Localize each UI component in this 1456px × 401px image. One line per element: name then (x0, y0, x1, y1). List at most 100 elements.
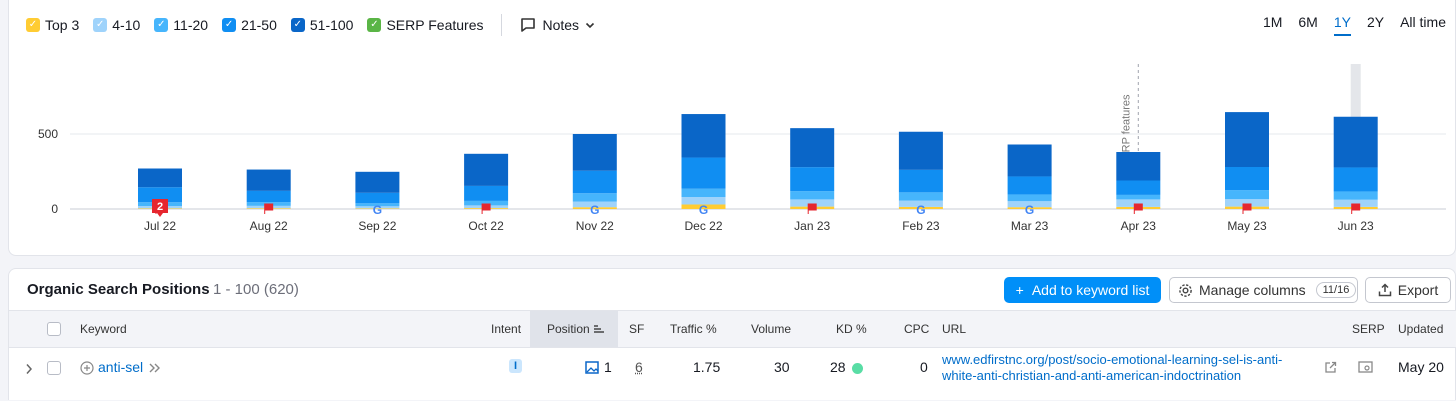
select-all-checkbox[interactable] (47, 322, 61, 336)
manage-columns-button[interactable]: Manage columns 11/16 (1169, 277, 1358, 303)
sort-icon[interactable] (593, 324, 605, 334)
col-keyword[interactable]: Keyword (80, 322, 127, 336)
bar-segment (898, 200, 943, 207)
range-6m[interactable]: 6M (1298, 14, 1318, 30)
google-update-marker: G (916, 203, 925, 217)
x-tick-label: Oct 22 (468, 219, 504, 233)
bar-segment (246, 190, 291, 203)
bar-segment (246, 169, 291, 191)
bar-segment (898, 131, 943, 170)
traffic-value: 1.75 (693, 359, 721, 375)
row-checkbox[interactable] (47, 361, 61, 375)
x-tick-label: May 23 (1227, 219, 1267, 233)
google-update-marker: G (590, 203, 599, 217)
x-tick-label: Feb 23 (902, 219, 940, 233)
col-serp[interactable]: SERP (1352, 322, 1385, 336)
bar-segment (464, 185, 509, 201)
position-column-highlight (530, 311, 618, 347)
legend-top3[interactable]: ✓ Top 3 (26, 17, 79, 33)
add-to-keyword-list-button[interactable]: + Add to keyword list (1004, 277, 1161, 303)
legend-4-10[interactable]: ✓ 4-10 (93, 17, 140, 33)
bar-segment (464, 153, 509, 186)
intent-badge: I (509, 359, 523, 373)
bar-segment (355, 192, 400, 204)
legend-51-100[interactable]: ✓ 51-100 (290, 17, 353, 33)
url-link[interactable]: www.edfirstnc.org/post/socio-emotional-l… (942, 352, 1283, 383)
x-tick-label: Sep 22 (358, 219, 396, 233)
range-all-time[interactable]: All time (1400, 14, 1446, 30)
bar-segment (1333, 167, 1378, 192)
x-tick-label: Aug 22 (250, 219, 288, 233)
col-traffic[interactable]: Traffic % (670, 322, 717, 336)
note-count-badge (152, 199, 168, 217)
bar-segment (1116, 152, 1161, 181)
bar-segment (1007, 176, 1052, 195)
checkbox-icon: ✓ (154, 18, 169, 32)
positions-bar-chart: 0 500 SERP features Jul 22 Aug 22 Sep 22 G Oct … (38, 64, 1446, 233)
volume-value: 30 (774, 359, 790, 375)
google-update-marker: G (1025, 203, 1034, 217)
legend-serp-features[interactable]: ✓ SERP Features (367, 17, 483, 33)
note-count-text: 2 (157, 201, 163, 213)
table-range: 1 - 100 (620) (213, 281, 299, 298)
bar-segment (355, 203, 400, 207)
sf-value[interactable]: 6 (635, 359, 643, 375)
col-position[interactable]: Position (547, 322, 590, 336)
bar-segment (898, 169, 943, 193)
col-updated[interactable]: Updated (1398, 322, 1444, 336)
cpc-value: 0 (920, 359, 928, 375)
annotation-label: SERP features (1120, 94, 1132, 167)
checkbox-icon: ✓ (367, 18, 382, 32)
add-circle-icon[interactable] (80, 361, 94, 375)
bar-segment (681, 197, 726, 205)
col-intent[interactable]: Intent (491, 322, 522, 336)
bar-segment (1007, 194, 1052, 202)
position-value: 1 (604, 359, 612, 375)
date-range-selector: 1M 6M 1Y 2Y All time (1263, 14, 1446, 36)
checkbox-icon: ✓ (93, 18, 108, 32)
col-sf[interactable]: SF (629, 322, 645, 336)
table-title: Organic Search Positions (27, 281, 210, 298)
bar-segment (138, 168, 182, 188)
x-tick-label: Nov 22 (576, 219, 614, 233)
bar-segment (1007, 207, 1052, 209)
legend-21-50[interactable]: ✓ 21-50 (222, 17, 277, 33)
bar-segment (1116, 194, 1161, 200)
export-button[interactable]: Export (1365, 277, 1451, 303)
serp-preview-icon[interactable] (1358, 361, 1373, 374)
table-header: Keyword Intent Position SF Traffic % Vol… (9, 310, 1456, 348)
bar-segment (681, 188, 726, 197)
legend-11-20[interactable]: ✓ 11-20 (154, 17, 208, 33)
plus-icon: + (1015, 282, 1024, 298)
bar-segment (355, 206, 400, 209)
expand-row-icon[interactable] (24, 363, 34, 375)
double-chevron-icon[interactable] (149, 363, 161, 373)
chevron-down-icon (585, 22, 595, 29)
kd-value: 28 (830, 359, 846, 375)
notes-dropdown[interactable]: Notes (520, 17, 595, 33)
bar-segment (898, 192, 943, 201)
image-serp-icon (585, 361, 599, 374)
bar-segment (1333, 116, 1378, 168)
bar-segment (138, 187, 182, 203)
bar-segment (1225, 199, 1269, 207)
bar-segment (1116, 199, 1161, 207)
col-cpc[interactable]: CPC (904, 322, 930, 336)
col-url[interactable]: URL (942, 322, 967, 336)
bar-segment (681, 157, 726, 189)
google-update-marker: G (373, 203, 382, 217)
x-tick-label: Jul 22 (144, 219, 176, 233)
checkbox-icon: ✓ (290, 18, 305, 32)
keyword-link[interactable]: anti-sel (98, 359, 144, 375)
range-1y[interactable]: 1Y (1333, 14, 1351, 36)
col-volume[interactable]: Volume (751, 322, 792, 336)
bar-segment (355, 208, 400, 209)
range-2y[interactable]: 2Y (1366, 14, 1385, 30)
range-1m[interactable]: 1M (1262, 14, 1283, 30)
bar-segment (572, 201, 617, 208)
external-link-icon[interactable] (1324, 361, 1337, 374)
bar-segment (1116, 180, 1161, 195)
position-chart-panel (8, 0, 1456, 256)
col-kd[interactable]: KD % (836, 322, 867, 336)
bar-segment (1225, 112, 1269, 167)
